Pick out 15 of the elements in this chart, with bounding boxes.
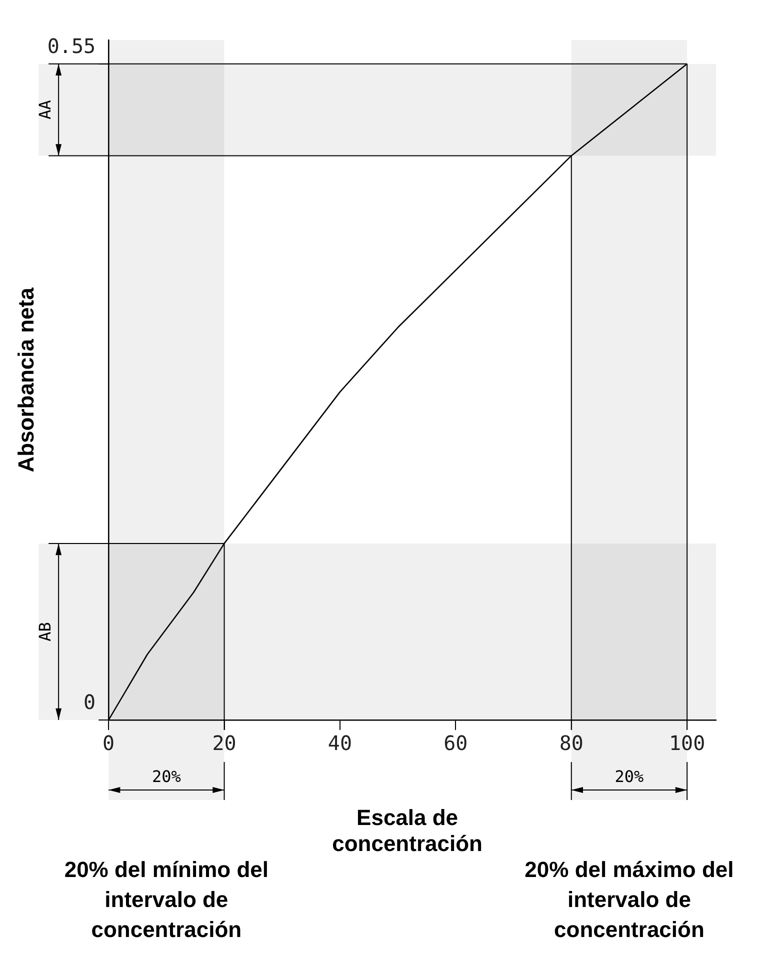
band-label: 20% — [614, 767, 644, 786]
band-label: AA — [36, 100, 55, 120]
band-label: AB — [36, 622, 55, 642]
x-tick-label: 100 — [669, 731, 706, 756]
x-tick-label: 80 — [559, 731, 584, 756]
y-axis-title: Absorbancia neta — [13, 286, 38, 472]
x-tick-label: 0 — [102, 731, 115, 756]
text: 20% del máximo del intervalo de concentración — [524, 857, 734, 942]
x-axis-title: Escala de concentración — [332, 805, 482, 856]
x-tick-label: 40 — [328, 731, 352, 756]
y-tick-label: 0.55 — [47, 34, 96, 58]
text: 20% del mínimo del intervalo de concentración — [64, 857, 268, 942]
x-tick-label: 20 — [212, 731, 236, 756]
x-tick-label: 60 — [444, 731, 468, 756]
band-label: 20% — [152, 767, 182, 786]
